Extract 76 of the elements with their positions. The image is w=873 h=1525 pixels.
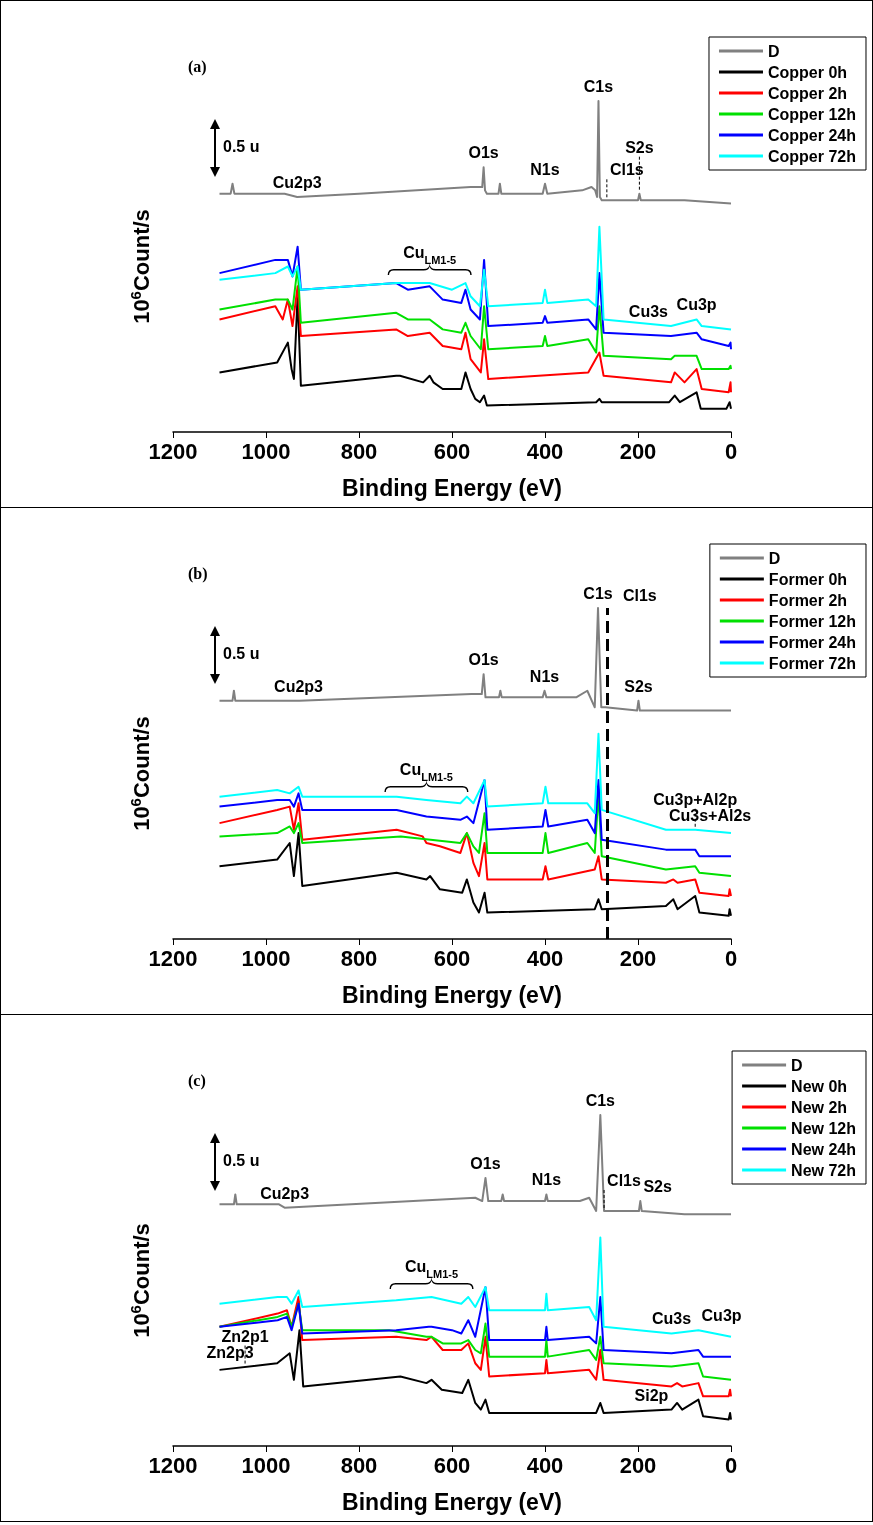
annotation: Cu2p3 [260,1184,310,1202]
x-tick-label: 600 [433,438,471,464]
legend-label: Copper 12h [767,105,856,123]
legend-label: New 2h [791,1098,848,1116]
annotation: Cu3p [676,296,717,314]
annotation: Cu$_{LM1-5}$ [399,760,453,783]
x-tick-label: 1200 [148,1452,198,1478]
x-tick-label: 800 [340,1452,378,1478]
annotation: C1s [583,78,614,95]
annotation: O1s [468,651,499,669]
legend-label: D [767,42,780,60]
x-tick-label: 600 [433,1452,471,1478]
annotation: Cu$_{LM1-5}$ [404,1258,459,1281]
annotation: Cl1s [607,1171,641,1189]
legend-label: New 12h [791,1119,857,1137]
annotation: N1s [530,160,560,178]
x-tick-label: 1000 [241,1452,291,1478]
annotation: Cu3p [701,1307,742,1325]
annotation: N1s [529,667,560,685]
legend-label: Former 12h [768,612,856,630]
annotation: O1s [470,1154,501,1172]
annotation: O1s [468,144,499,162]
annotation: N1s [531,1171,562,1189]
legend-label: Former 0h [768,570,848,588]
annotation: Zn2p1 [221,1327,269,1345]
x-tick-label: 400 [526,438,564,464]
x-tick-label: 800 [340,438,378,464]
annotation: Cu2p3 [274,677,324,695]
x-tick-label: 1200 [148,945,198,971]
chart-title: (a) [188,57,207,76]
chart-title: (b) [188,564,208,583]
x-tick-label: 1000 [241,945,291,971]
x-tick-label: 0 [724,1452,738,1478]
x-tick-label: 0 [724,438,738,464]
annotation: Cu3p+Al2p [653,790,738,808]
legend-label: New 0h [791,1077,848,1095]
annotation: Si2p [634,1386,669,1404]
legend-label: D [768,549,781,567]
x-tick-label: 400 [526,945,564,971]
annotation: Cu3s [651,1310,692,1328]
legend-label: Former 72h [768,654,856,672]
legend-label: New 72h [791,1161,857,1179]
x-tick-label: 600 [433,945,471,971]
annotation: Cu2p3 [272,173,322,191]
x-tick-label: 200 [619,1452,657,1478]
legend-label: Former 2h [768,591,848,609]
legend-label: Copper 24h [767,126,856,144]
annotation: Cu$_{LM1-5}$ [403,244,457,267]
x-tick-label: 200 [619,945,657,971]
x-tick-label: 400 [526,1452,564,1478]
legend-label: Copper 2h [767,84,848,102]
annotation: S2s [625,138,654,156]
ref-line-label: Cl1s [622,586,657,604]
annotation: C1s [585,1092,616,1109]
x-tick-label: 1200 [148,438,198,464]
annotation: 0.5 u [223,645,260,662]
annotation: 0.5 u [223,138,260,155]
x-tick-label: 200 [619,438,657,464]
legend-label: Copper 72h [767,147,856,165]
legend-label: D [791,1056,803,1074]
x-axis-title: Binding Energy (eV) [342,474,562,501]
x-tick-label: 1000 [241,438,291,464]
annotation: S2s [624,677,653,695]
annotation: Cl1s [609,161,644,179]
annotation: C1s [583,585,613,602]
annotation: Cu3s [628,303,669,321]
legend-label: Copper 0h [767,63,848,81]
x-axis-title: Binding Energy (eV) [342,1488,562,1515]
chart-title: (c) [188,1071,206,1090]
x-tick-label: 800 [340,945,378,971]
annotation: S2s [643,1178,672,1196]
x-tick-label: 0 [724,945,738,971]
legend-label: Former 24h [768,633,856,651]
annotation: 0.5 u [223,1152,260,1169]
x-axis-title: Binding Energy (eV) [342,981,562,1008]
legend-label: New 24h [791,1140,857,1158]
